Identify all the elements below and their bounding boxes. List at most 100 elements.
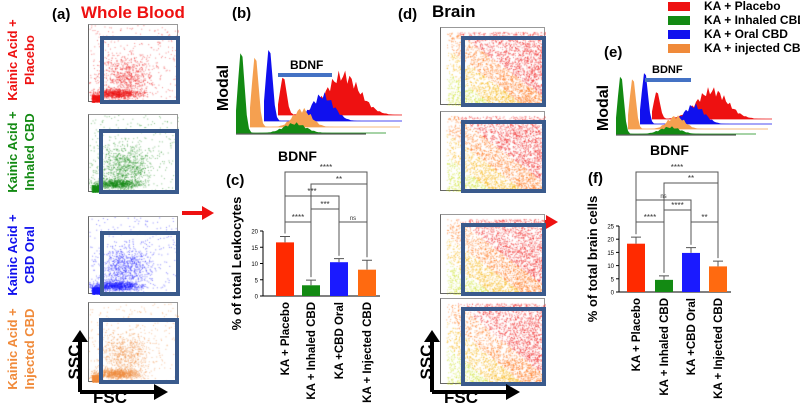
error-bar: [306, 279, 316, 286]
flow-plot-blood-oral: [88, 216, 180, 296]
x-tick-label: KA + Injected CBD: [713, 298, 725, 399]
axes-arrows-d: [424, 330, 520, 400]
bar-0: [276, 242, 294, 296]
legend-label: KA + Placebo: [704, 0, 781, 13]
significance-label: ***: [307, 187, 316, 196]
flow-plot-brain-3: [440, 214, 546, 296]
panel-f-label: (f): [588, 170, 603, 187]
scatter-dots: [89, 115, 179, 193]
significance-label: ****: [671, 201, 683, 210]
error-bar: [280, 236, 290, 243]
flow-plot-blood-placebo: [88, 24, 180, 104]
flow-plot-brain-4: [440, 298, 546, 386]
error-bar: [659, 275, 669, 280]
gate-box: [461, 223, 546, 296]
x-tick-label: KA +CBD Oral: [334, 302, 346, 379]
gate-box: [461, 120, 546, 193]
bar-3: [709, 266, 727, 292]
y-tick-label: 10: [251, 262, 258, 268]
legend-label: KA + Inhaled CBD: [704, 13, 800, 27]
legend-swatch: [668, 44, 690, 53]
arrow-right-icon: [182, 206, 214, 220]
bar-1: [302, 285, 320, 296]
bar-2: [330, 262, 348, 296]
panel-b-label: (b): [232, 5, 252, 22]
significance-bracket: [310, 208, 340, 269]
significance-label: ****: [644, 213, 656, 222]
bar-1: [655, 279, 673, 292]
bdnf-gate-bar-b: [278, 73, 332, 77]
x-tick-label: KA + Placebo: [631, 298, 643, 371]
significance-label: ns: [660, 194, 666, 200]
bdnf-gate-bar-e: [645, 78, 691, 82]
significance-bracket: [690, 221, 719, 259]
axes-arrows-a: [72, 330, 168, 400]
significance-bracket: [284, 221, 312, 278]
flow-plot-blood-injected: [88, 302, 179, 384]
brain-title: Brain: [432, 2, 476, 21]
y-tick-label: 5: [255, 278, 259, 284]
significance-label: **: [336, 175, 342, 184]
panel-a-label: (a): [52, 6, 71, 23]
bar-chart-(f): 0 5 10 15 20 25 % of total brain cells KA + Pla…: [585, 163, 731, 399]
flow-plot-brain-2: [440, 111, 546, 193]
y-tick-label: 0: [255, 295, 259, 301]
gate-box: [461, 307, 546, 386]
legend-swatch: [668, 30, 690, 39]
bar-3: [358, 269, 376, 296]
bdnf-histogram-brain: [616, 73, 772, 136]
panel-c-label: (c): [226, 172, 245, 189]
gate-box: [100, 36, 180, 104]
scatter-dots: [89, 303, 179, 383]
x-tick-label: KA + Inhaled CBD: [659, 298, 671, 396]
y-tick-label: 25: [607, 225, 614, 231]
panel-e-label: (e): [604, 44, 623, 61]
error-bar: [334, 258, 344, 263]
y-axis-label: % of total brain cells: [585, 196, 600, 322]
scatter-dots: [441, 215, 546, 295]
error-bar: [686, 247, 696, 253]
bdnf-histogram-blood: [236, 50, 402, 135]
y-tick-label: 15: [607, 251, 614, 257]
bar-0: [627, 243, 645, 292]
scatter-dots: [441, 299, 546, 385]
legend-swatch: [668, 2, 690, 11]
legend-item-injected: KA + injected CBD: [668, 42, 800, 55]
flow-plot-brain-1: [440, 27, 546, 107]
legend-swatch: [668, 16, 690, 25]
histogram-placebo: [652, 87, 772, 119]
bar-chart-(c): 0 5 10 15 20 % of total Leukocytes KA + Placeb…: [229, 163, 380, 403]
significance-label: ***: [320, 200, 329, 209]
y-tick-label: 20: [251, 230, 258, 236]
error-bar: [631, 236, 641, 244]
significance-label: **: [688, 174, 694, 183]
ssc-axis-label-d: SSC: [417, 344, 436, 380]
bdnf-gate-label-b: BDNF: [290, 58, 324, 72]
legend-label: KA + injected CBD: [704, 41, 800, 55]
bdnf-gate-label-e: BDNF: [652, 64, 683, 76]
y-tick-label: 20: [607, 238, 614, 244]
scatter-dots: [441, 112, 546, 192]
significance-label: ****: [671, 163, 683, 172]
histogram-placebo: [278, 70, 402, 115]
significance-label: ****: [292, 213, 304, 222]
significance-bracket: [635, 221, 665, 273]
x-tick-label: KA + Injected CBD: [362, 302, 374, 403]
legend-item-placebo: KA + Placebo: [668, 0, 781, 13]
y-tick-label: 15: [251, 246, 258, 252]
scatter-dots: [441, 28, 546, 106]
fsc-axis-label-a: FSC: [93, 388, 127, 407]
significance-label: ns: [350, 216, 356, 222]
fsc-axis-label-d: FSC: [444, 388, 478, 407]
y-tick-label: 0: [611, 291, 615, 297]
gate-box: [461, 36, 546, 107]
gate-box: [99, 129, 179, 194]
x-tick-label: KA + Inhaled CBD: [306, 302, 318, 400]
flow-plot-blood-inhaled: [88, 114, 179, 194]
y-axis-label: % of total Leukocytes: [229, 197, 244, 331]
scatter-dots: [89, 217, 179, 295]
x-tick-label: KA + Placebo: [280, 302, 292, 375]
histogram-oral: [264, 50, 394, 121]
x-tick-label: KA +CBD Oral: [686, 298, 698, 375]
histogram-oral: [640, 73, 760, 124]
